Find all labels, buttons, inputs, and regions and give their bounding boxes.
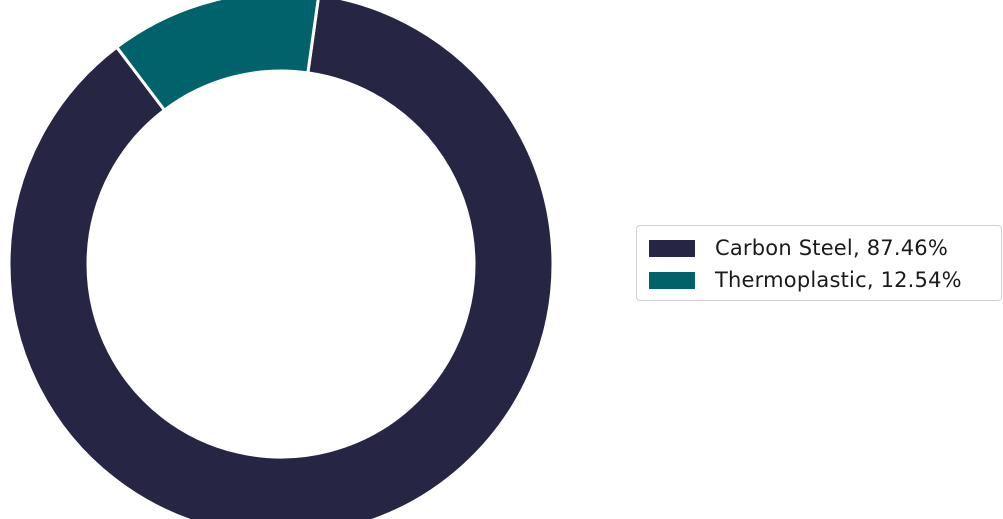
legend-entry-thermoplastic: Thermoplastic, 12.54% [649,267,962,293]
donut-slices [7,0,555,519]
legend-label-carbon-steel: Carbon Steel, 87.46% [715,236,948,260]
legend-label-thermoplastic: Thermoplastic, 12.54% [715,268,962,292]
legend-entry-carbon-steel: Carbon Steel, 87.46% [649,235,948,261]
slice-thermoplastic [114,0,320,113]
legend-swatch-thermoplastic [649,271,695,289]
legend-swatch-carbon-steel [649,239,695,257]
chart-legend: Carbon Steel, 87.46% Thermoplastic, 12.5… [636,225,1002,301]
slice-carbon-steel [7,0,555,519]
